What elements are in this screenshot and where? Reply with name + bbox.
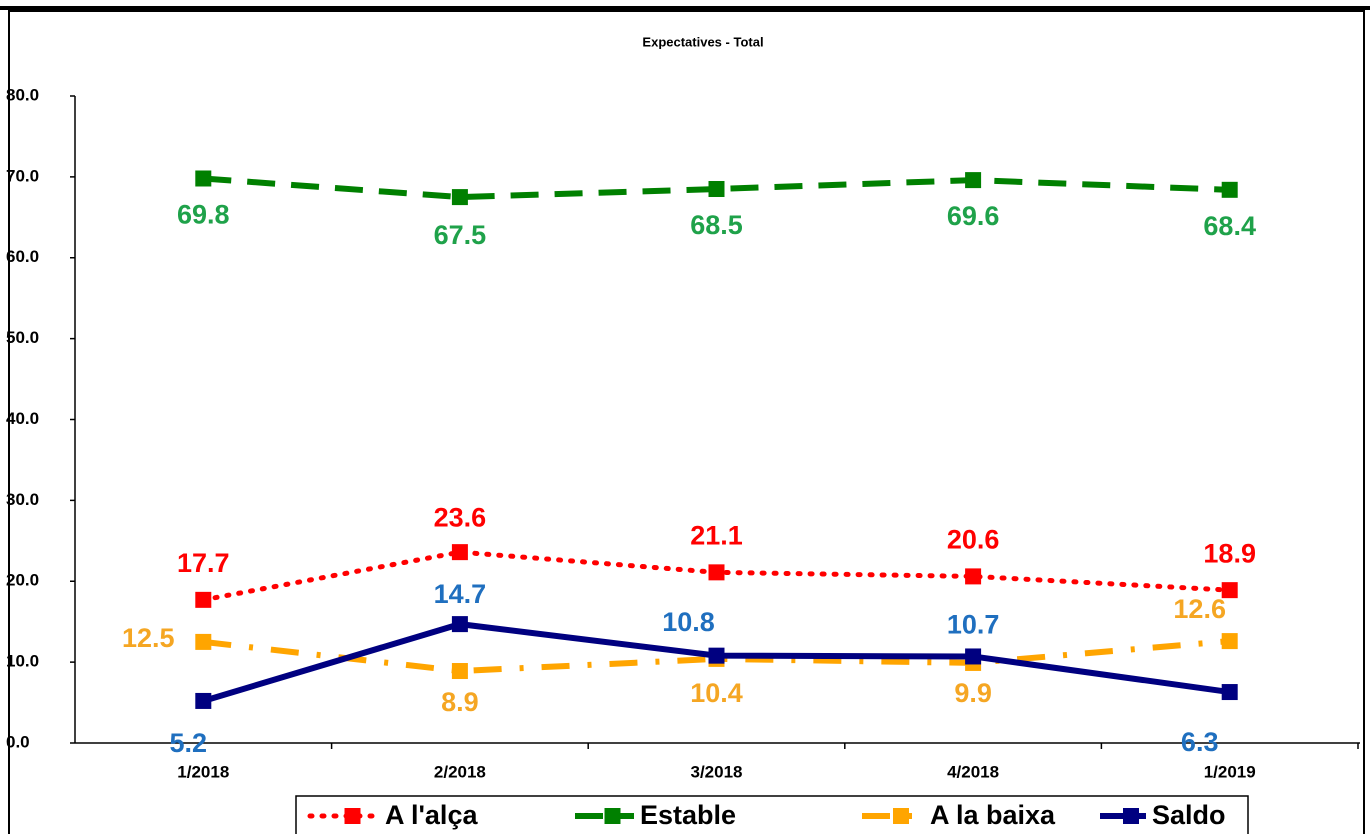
legend-label: Estable (640, 800, 736, 830)
data-label: 68.4 (1203, 211, 1256, 241)
y-tick-label: 20.0 (6, 571, 39, 590)
top-strip (0, 0, 1370, 8)
marker (195, 692, 212, 709)
chart-frame (8, 10, 1365, 834)
data-label: 17.7 (177, 548, 230, 578)
data-label: 8.9 (441, 687, 479, 717)
legend-label: Saldo (1152, 800, 1226, 830)
data-label: 67.5 (434, 220, 487, 250)
data-label: 69.6 (947, 201, 1000, 231)
y-tick-label: 40.0 (6, 409, 39, 428)
legend-label: A la baixa (930, 800, 1056, 830)
data-label: 18.9 (1203, 538, 1256, 568)
legend-marker (1123, 808, 1139, 824)
marker (965, 568, 982, 585)
marker (195, 591, 212, 608)
marker (451, 544, 468, 561)
marker (1221, 582, 1238, 599)
marker (195, 170, 212, 187)
marker (1221, 684, 1238, 701)
y-tick-label: 50.0 (6, 328, 39, 347)
data-label: 10.8 (662, 607, 715, 637)
marker (708, 647, 725, 664)
legend-marker (604, 808, 621, 824)
data-label: 10.7 (947, 610, 1000, 640)
y-tick-label: 0.0 (6, 732, 30, 751)
y-tick-label: 10.0 (6, 652, 39, 671)
legend-label: A l'alça (385, 800, 478, 830)
y-tick-label: 30.0 (6, 490, 39, 509)
marker (195, 633, 212, 650)
series-line (203, 175, 1230, 201)
legend-box (295, 795, 1249, 834)
marker (451, 189, 468, 206)
marker (708, 564, 725, 581)
data-label: 5.2 (170, 728, 208, 758)
legend-marker (344, 808, 361, 824)
marker (965, 648, 982, 665)
x-tick-label: 2/2018 (434, 762, 486, 781)
legend-marker (893, 808, 909, 824)
data-label: 68.5 (690, 210, 743, 240)
data-label: 69.8 (177, 200, 230, 230)
data-label: 6.3 (1181, 727, 1219, 757)
data-label: 20.6 (947, 525, 1000, 555)
data-label: 9.9 (954, 678, 992, 708)
y-tick-label: 80.0 (6, 85, 39, 104)
marker (1221, 181, 1238, 198)
data-label: 10.4 (690, 678, 743, 708)
data-label: 23.6 (434, 502, 487, 532)
marker (1221, 633, 1238, 650)
x-tick-label: 1/2018 (177, 762, 229, 781)
marker (451, 663, 468, 680)
marker (451, 616, 468, 633)
x-tick-label: 4/2018 (947, 762, 999, 781)
x-tick-label: 3/2018 (691, 762, 743, 781)
data-label: 12.5 (122, 623, 175, 653)
data-label: 21.1 (690, 520, 743, 550)
marker (708, 181, 725, 198)
marker (965, 172, 982, 189)
y-tick-label: 70.0 (6, 166, 39, 185)
x-tick-label: 1/2019 (1204, 762, 1256, 781)
data-label: 12.6 (1173, 594, 1226, 624)
chart-title: Expectatives - Total (642, 34, 763, 49)
data-label: 14.7 (434, 579, 487, 609)
y-tick-label: 60.0 (6, 247, 39, 266)
